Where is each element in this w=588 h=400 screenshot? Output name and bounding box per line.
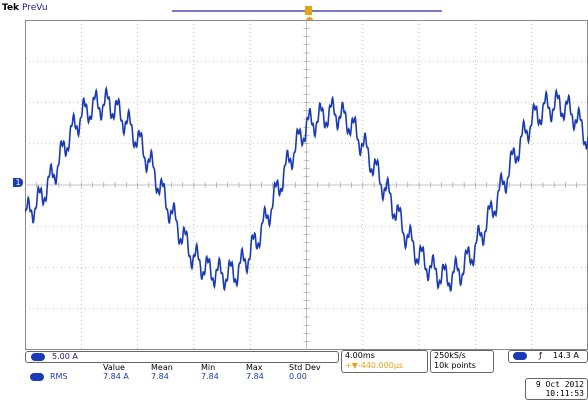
channel-marker-label: 1 xyxy=(15,178,21,187)
time-per-div: 4.00ms xyxy=(345,351,375,360)
horizontal-readout-box[interactable]: 4.00ms +▼-440.000µs xyxy=(341,350,428,373)
trigger-source-pill-icon xyxy=(513,352,527,360)
channel-1-ground-marker[interactable]: 1 xyxy=(13,178,23,187)
sample-rate: 250kS/s xyxy=(434,351,466,360)
trigger-level: 14.3 A xyxy=(553,351,579,360)
waveform-graticule xyxy=(25,20,588,350)
timestamp: 9 Oct 2012 10:11:53 xyxy=(536,380,584,398)
meas-mean: 7.84 xyxy=(151,372,169,381)
record-length: 10k points xyxy=(434,361,476,370)
meas-type: RMS xyxy=(50,372,68,381)
timestamp-time: 10:11:53 xyxy=(545,389,584,398)
acquisition-readout-box[interactable]: 250kS/s 10k points xyxy=(430,350,494,373)
meas-header-stddev: Std Dev xyxy=(289,363,321,372)
trigger-slope-icon: ƒ xyxy=(539,351,542,360)
channel-1-trace xyxy=(25,85,588,292)
meas-value: 7.84 A xyxy=(103,372,129,381)
timestamp-date: 9 Oct 2012 xyxy=(535,380,584,389)
channel-scale: 5.00 A xyxy=(52,352,78,361)
meas-max: 7.84 xyxy=(246,372,264,381)
meas-header-min: Min xyxy=(201,363,216,372)
meas-header-max: Max xyxy=(246,363,263,372)
measurement-row[interactable] xyxy=(25,372,337,382)
channel-1-pill-icon xyxy=(31,353,45,361)
brand-label: Tek xyxy=(2,3,20,13)
trigger-delay: +▼-440.000µs xyxy=(345,361,404,370)
meas-header-mean: Mean xyxy=(151,363,173,372)
meas-min: 7.84 xyxy=(201,372,219,381)
trace-layer xyxy=(25,85,588,292)
measurement-channel-pill-icon xyxy=(30,373,44,381)
acquisition-mode-label: PreVu xyxy=(22,3,48,13)
meas-stddev: 0.00 xyxy=(289,372,307,381)
meas-header-value: Value xyxy=(103,363,125,372)
channel-scale-box[interactable]: 5.00 A xyxy=(25,351,339,363)
timestamp-box: 9 Oct 2012 10:11:53 xyxy=(525,378,588,400)
top-status-bar: Tek PreVu xyxy=(0,0,588,24)
trigger-readout-box[interactable]: ƒ 14.3 A xyxy=(508,350,588,363)
trigger-position-icon[interactable] xyxy=(305,6,312,15)
